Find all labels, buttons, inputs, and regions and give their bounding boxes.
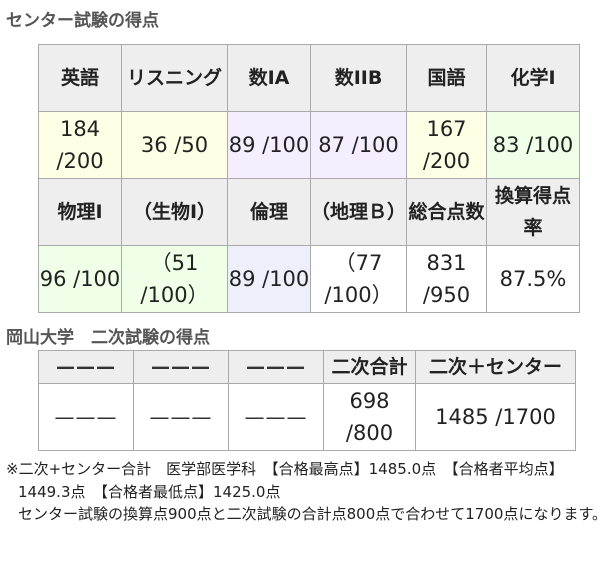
header-cell: 総合点数 (406, 178, 487, 246)
header-cell: ——— (228, 350, 324, 384)
score-cell: 36 /50 (121, 111, 228, 179)
header-cell: 二次＋センター (415, 350, 576, 384)
header-cell: 国語 (406, 44, 487, 112)
header-cell: 換算得点率 (486, 178, 580, 246)
score-cell: 83 /100 (486, 111, 580, 179)
header-cell: 二次合計 (323, 350, 416, 384)
score-cell: 698 /800 (323, 383, 416, 451)
score-cell: 87 /100 (310, 111, 407, 179)
score-cell: 89 /100 (227, 111, 311, 179)
header-cell: リスニング (121, 44, 228, 112)
header-cell: 化学I (486, 44, 580, 112)
score-cell: ——— (133, 383, 229, 451)
score-cell: 87.5% (486, 245, 580, 313)
footnote-line: 1449.3点 【合格者最低点】1425.0点 (18, 482, 281, 501)
table-row: 96 /100 （51 /100） 89 /100 （77 /100） 831 … (38, 245, 580, 313)
second-score-table: ——— ——— ——— 二次合計 二次＋センター ——— ——— ——— 698… (38, 350, 576, 451)
center-exam-title: センター試験の得点 (6, 11, 159, 31)
score-cell: ——— (38, 383, 134, 451)
second-exam-title: 岡山大学 二次試験の得点 (6, 328, 210, 348)
table-row: ——— ——— ——— 698 /800 1485 /1700 (38, 383, 576, 451)
header-cell: 英語 (38, 44, 122, 112)
footnote-line: センター試験の換算点900点と二次試験の合計点800点で合わせて1700点になり… (18, 505, 607, 523)
footnote: ※二次+センター合計 医学部医学科 【合格最高点】1485.0点 【合格者平均点… (6, 458, 611, 526)
header-cell: ——— (38, 350, 134, 384)
score-cell: 89 /100 (227, 245, 311, 313)
header-cell: （生物I） (121, 178, 228, 246)
header-cell: 数IA (227, 44, 311, 112)
table-row: 物理I （生物I） 倫理 （地理Ｂ） 総合点数 換算得点率 (38, 178, 580, 246)
header-cell: ——— (133, 350, 229, 384)
center-score-table: 英語 リスニング 数IA 数IIB 国語 化学I 184 /200 36 /50… (38, 44, 580, 313)
header-cell: 倫理 (227, 178, 311, 246)
header-cell: （地理Ｂ） (310, 178, 407, 246)
score-cell: ——— (228, 383, 324, 451)
score-cell: （77 /100） (310, 245, 407, 313)
score-cell: 831 /950 (406, 245, 487, 313)
score-cell: 96 /100 (38, 245, 122, 313)
table-row: ——— ——— ——— 二次合計 二次＋センター (38, 350, 576, 384)
score-cell: 1485 /1700 (415, 383, 576, 451)
header-cell: 数IIB (310, 44, 407, 112)
score-cell: 184 /200 (38, 111, 122, 179)
table-row: 184 /200 36 /50 89 /100 87 /100 167 /200… (38, 111, 580, 179)
footnote-line: ※二次+センター合計 医学部医学科 【合格最高点】1485.0点 【合格者平均点… (6, 460, 564, 478)
header-cell: 物理I (38, 178, 122, 246)
table-row: 英語 リスニング 数IA 数IIB 国語 化学I (38, 44, 580, 112)
score-cell: （51 /100） (121, 245, 228, 313)
score-cell: 167 /200 (406, 111, 487, 179)
